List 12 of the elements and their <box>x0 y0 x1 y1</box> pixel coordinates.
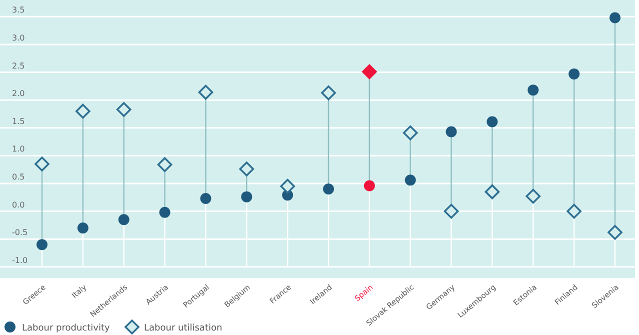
y-tick-label: 1.0 <box>12 144 25 154</box>
y-tick-label: -0.5 <box>12 228 28 238</box>
y-tick-label: 3.5 <box>12 6 25 15</box>
y-tick-label: 0.0 <box>12 200 25 210</box>
y-tick-label: 0.5 <box>12 172 25 182</box>
y-tick-label: -1.0 <box>12 256 28 265</box>
y-tick-label: 3.0 <box>12 33 25 42</box>
y-tick-label: 1.5 <box>12 116 25 126</box>
legend-label: Labour utilisation <box>144 324 222 334</box>
y-tick-label: 2.5 <box>12 61 25 70</box>
y-tick-label: 2.0 <box>12 89 25 98</box>
legend-label: Labour productivity <box>22 324 110 334</box>
